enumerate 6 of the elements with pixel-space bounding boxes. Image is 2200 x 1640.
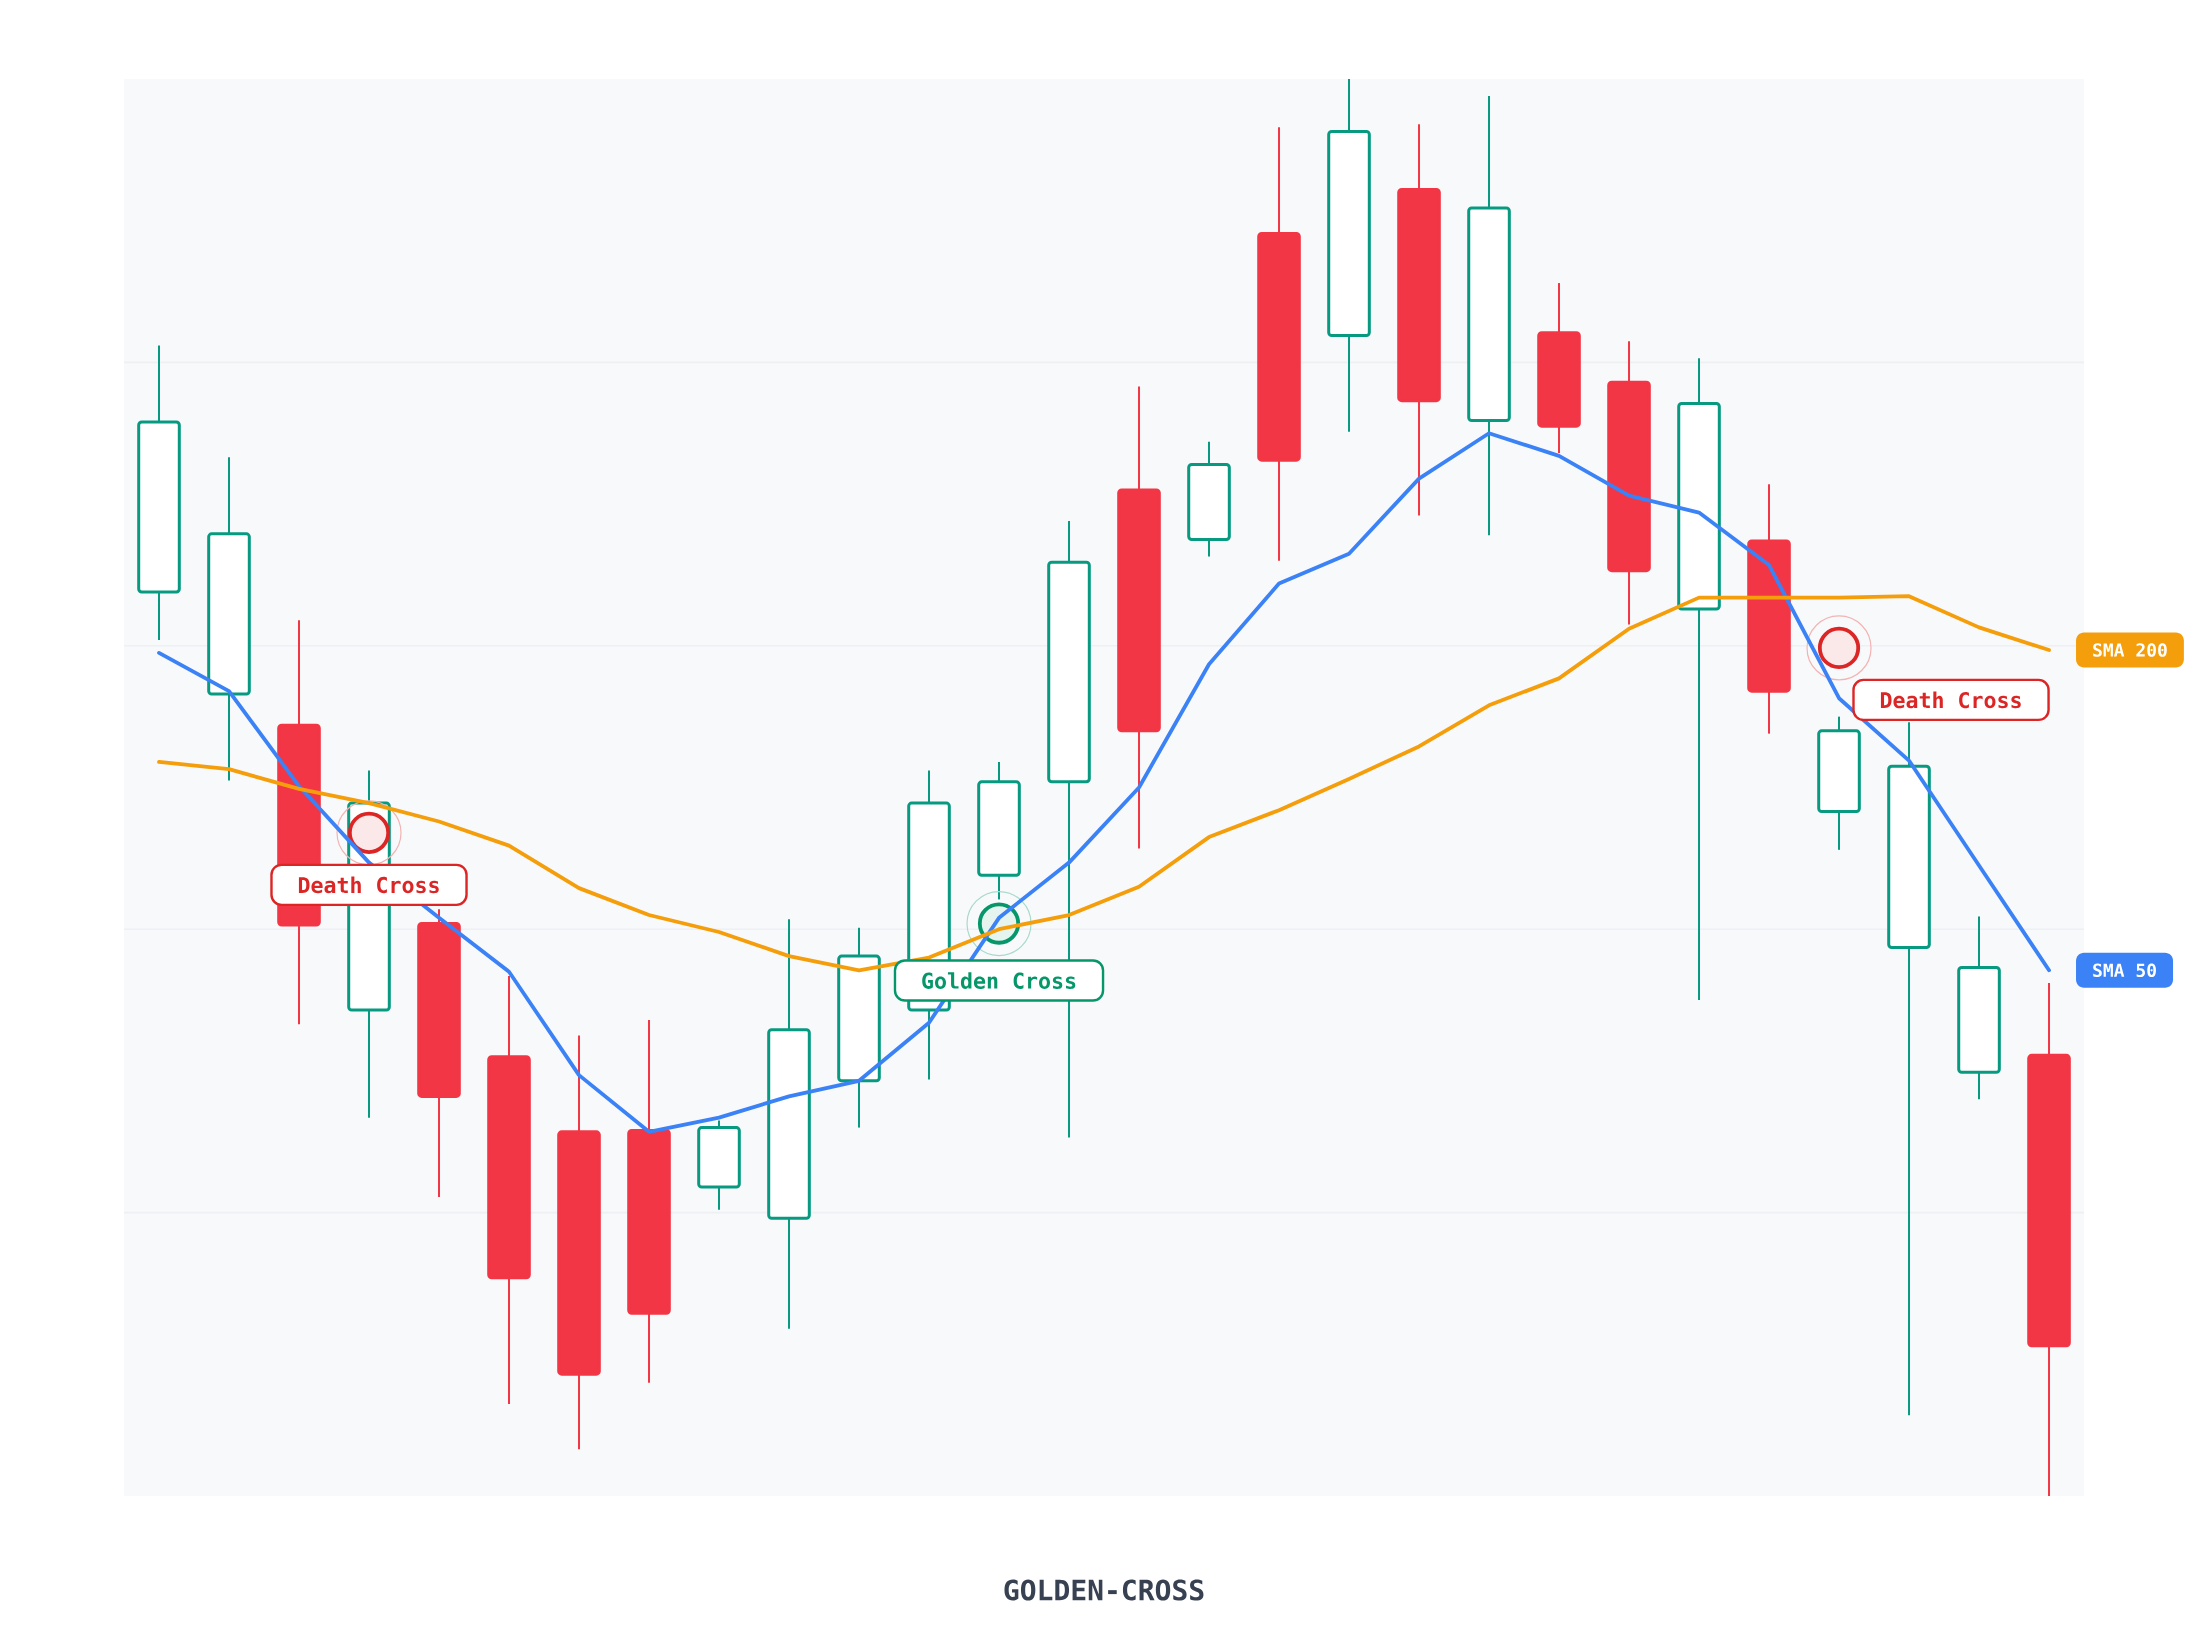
annotation: Golden Cross [922,972,1076,989]
annotation: Death Cross [1880,691,2021,709]
text: SMA 200 [2093,643,2167,657]
text: SMA 50 [2093,963,2156,978]
text: GOLDEN-CROSS [1004,1579,1204,1601]
annotation: Death Cross [298,876,439,894]
